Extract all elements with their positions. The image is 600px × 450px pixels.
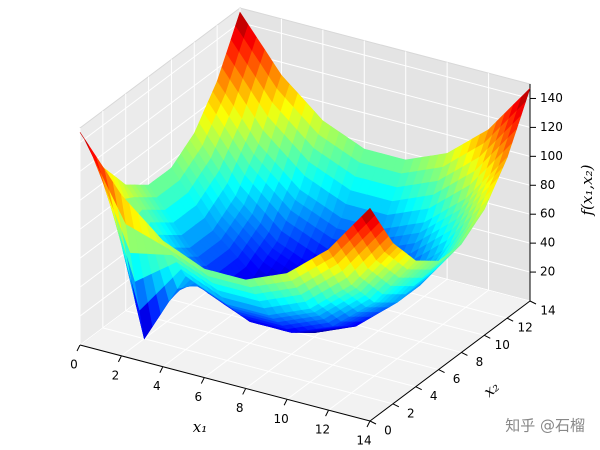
x-tick [117,355,122,363]
x-tick [325,409,330,417]
y-tick [415,386,422,391]
x-axis-label: x₁ [193,418,207,436]
x-tick-label: 0 [70,358,78,372]
x-tick [200,377,205,384]
z-tick-label: 80 [540,178,555,192]
z-tick-label: 60 [540,207,555,221]
z-tick-label: 100 [540,149,563,163]
grid-line [239,21,531,99]
x-tick [366,420,371,428]
y-tick [392,403,400,408]
y-tick-label: 10 [495,338,510,352]
x-tick-label: 2 [112,368,120,382]
x-tick [159,366,164,373]
grid-line [79,51,241,172]
y-tick-label: 4 [430,389,438,403]
y-tick [369,420,377,425]
x-tick-label: 10 [274,412,289,426]
surface-patch [361,207,375,225]
y-tick [438,369,445,374]
x-tick-label: 6 [194,390,202,404]
y-tick [461,351,468,356]
x-tick-label: 4 [153,379,161,393]
y-axis-label: x₂ [480,378,503,401]
grid-line [239,50,531,128]
grid-line [102,327,393,405]
y-tick-label: 2 [407,406,415,420]
z-tick-label: 140 [540,91,563,105]
y-tick [484,334,491,339]
y-tick-label: 6 [453,372,461,386]
z-tick-label: 40 [540,236,555,250]
grid-line [79,22,241,143]
x-tick-label: 14 [356,434,371,448]
y-tick-label: 8 [476,355,484,369]
x-tick [283,399,288,406]
y-tick-label: 14 [540,304,555,318]
y-tick-label: 0 [384,424,392,438]
x-tick-label: 8 [236,401,244,415]
x-tick [76,344,81,352]
grid-line [125,310,416,388]
grid-line [286,278,448,400]
grid-line [328,289,489,411]
y-tick [529,300,537,305]
z-tick-label: 120 [540,120,563,134]
y-tick [506,317,514,322]
x-axis-line [79,344,371,422]
z-tick-label: 20 [540,265,555,279]
z-axis-label: f(x₁,x₂) [578,164,596,216]
y-tick-label: 12 [518,321,533,335]
x-tick [242,388,247,395]
watermark: 知乎 @石榴 [505,417,585,435]
y-axis-line [369,300,531,422]
x-tick-label: 12 [315,423,330,437]
